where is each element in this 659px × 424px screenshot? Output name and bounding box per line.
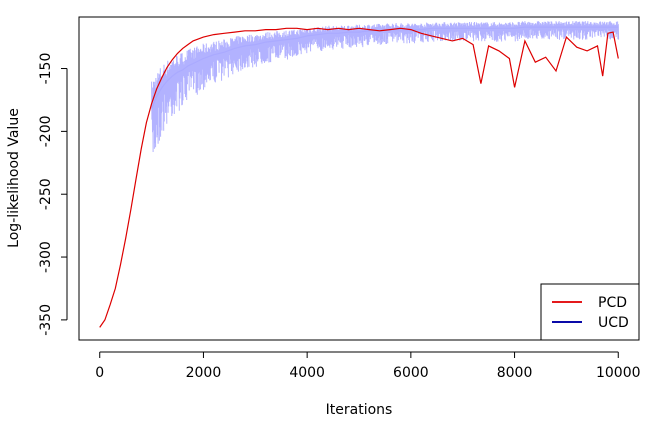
y-axis-label: Log-likelihood Value [6,108,22,248]
legend-label-pcd: PCD [598,295,627,311]
x-tick-label: 2000 [186,365,222,381]
y-tick-label: -200 [38,115,54,147]
y-tick-label: -300 [38,241,54,273]
x-tick-label: 4000 [289,365,325,381]
series-line-pcd [99,27,619,328]
x-tick-label: 6000 [393,365,429,381]
axis-layer: 0 2000 4000 6000 8000 10000 -350 -300 -250 -200 -1… [38,53,641,381]
y-tick-label: -350 [38,304,54,336]
x-tick-label: 10000 [596,365,641,381]
x-tick-label: 0 [95,365,104,381]
x-tick-label: 8000 [497,365,533,381]
plot-frame [78,16,640,341]
x-axis-label: Iterations [326,402,393,418]
legend-box [540,283,640,341]
y-tick-label: -150 [38,53,54,85]
series-layer [99,21,620,328]
series-trend-ucd [151,26,619,109]
legend: PCD UCD [540,283,640,341]
y-tick-label: -250 [38,178,54,210]
legend-label-ucd: UCD [598,315,629,331]
